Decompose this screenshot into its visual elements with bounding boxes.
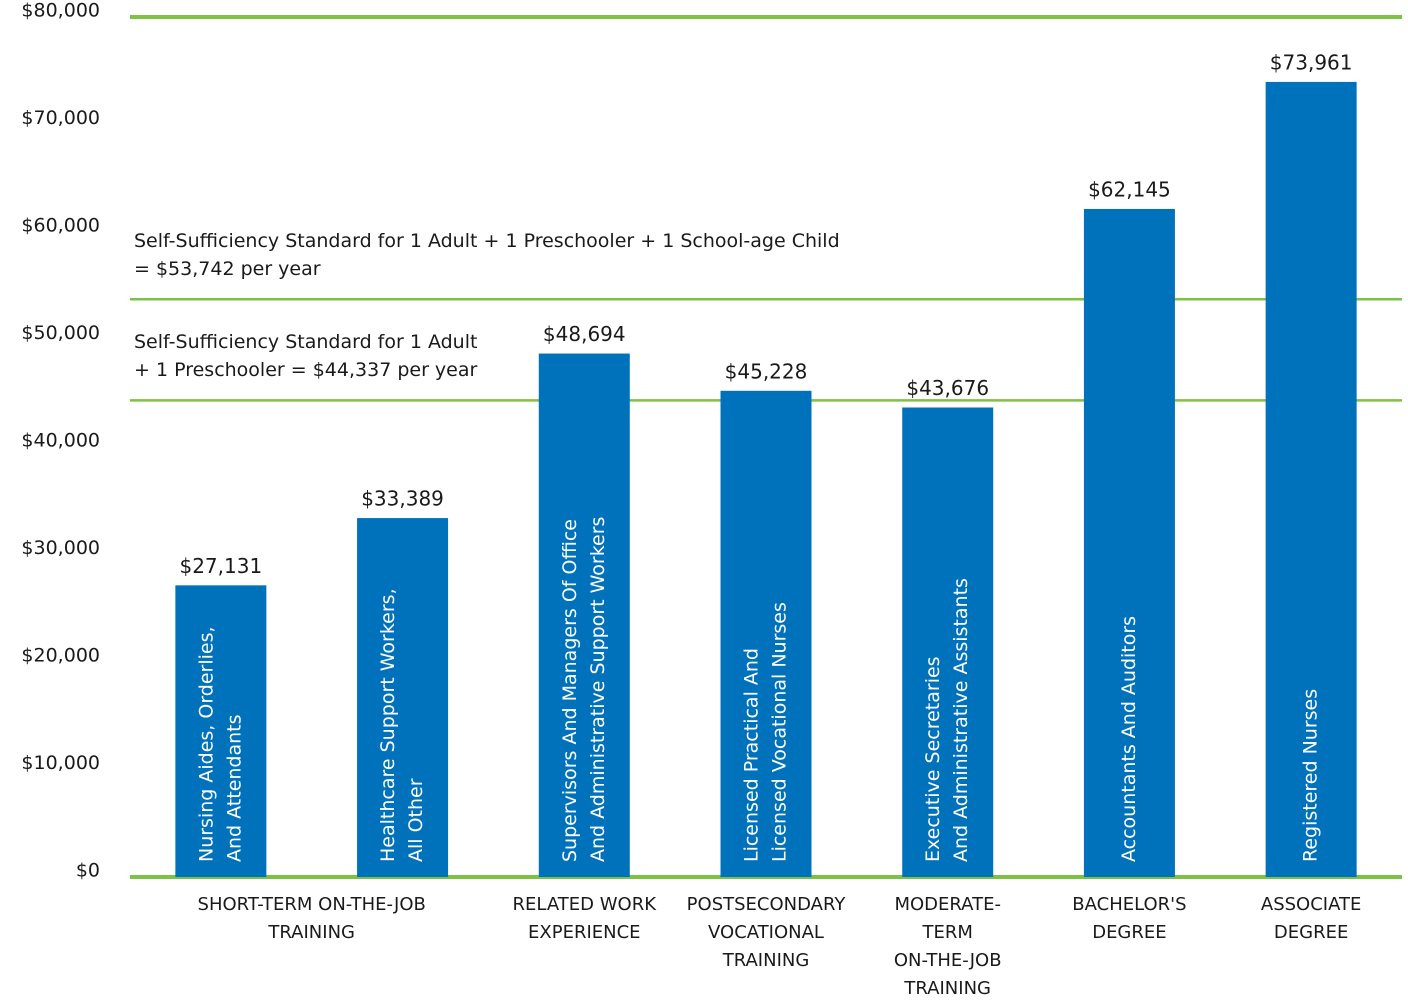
group-label: VOCATIONAL bbox=[708, 922, 824, 943]
bar bbox=[357, 518, 449, 877]
bar-inner-label: Accountants And Auditors bbox=[1118, 616, 1140, 862]
y-tick-label: $50,000 bbox=[21, 322, 100, 344]
value-label: $62,145 bbox=[1088, 177, 1171, 201]
y-tick-label: $70,000 bbox=[21, 107, 100, 129]
bar-inner-label: And Administrative Support Workers bbox=[587, 517, 609, 862]
y-tick-label: $10,000 bbox=[21, 752, 100, 774]
y-tick-label: $0 bbox=[76, 860, 100, 882]
group-label: TRAINING bbox=[267, 922, 355, 943]
bar bbox=[1083, 208, 1175, 877]
group-label: ASSOCIATE bbox=[1261, 894, 1362, 915]
bar bbox=[175, 585, 267, 877]
group-label: POSTSECONDARY bbox=[687, 894, 847, 915]
y-tick-label: $80,000 bbox=[21, 0, 100, 22]
bar-inner-label: Licensed Vocational Nurses bbox=[769, 602, 791, 862]
group-label: TERM bbox=[922, 922, 973, 943]
group-label: BACHELOR'S bbox=[1072, 894, 1186, 915]
value-label: $33,389 bbox=[361, 487, 444, 511]
bar-inner-label: All Other bbox=[405, 778, 427, 862]
value-label: $43,676 bbox=[906, 376, 989, 400]
bar-inner-label: Executive Secretaries bbox=[922, 656, 944, 862]
bar bbox=[1265, 81, 1357, 877]
group-label: ON-THE-JOB bbox=[894, 950, 1002, 971]
value-label: $45,228 bbox=[725, 359, 808, 383]
group-label: TRAINING bbox=[903, 978, 991, 999]
group-label: MODERATE- bbox=[894, 894, 1001, 915]
group-label: EXPERIENCE bbox=[528, 922, 641, 943]
y-tick-label: $40,000 bbox=[21, 430, 100, 452]
reference-label: + 1 Preschooler = $44,337 per year bbox=[134, 359, 477, 381]
value-label: $48,694 bbox=[543, 322, 626, 346]
y-tick-label: $30,000 bbox=[21, 537, 100, 559]
reference-label: = $53,742 per year bbox=[134, 258, 321, 280]
y-tick-label: $20,000 bbox=[21, 645, 100, 667]
group-label: SHORT-TERM ON-THE-JOB bbox=[198, 894, 426, 915]
value-label: $27,131 bbox=[179, 554, 262, 578]
bar-inner-label: And Administrative Assistants bbox=[950, 578, 972, 862]
bar-inner-label: Supervisors And Managers Of Office bbox=[559, 519, 581, 862]
bar bbox=[720, 390, 812, 877]
group-label: TRAINING bbox=[722, 950, 810, 971]
reference-label: Self-Sufficiency Standard for 1 Adult + … bbox=[134, 230, 840, 252]
bar-inner-label: Licensed Practical And bbox=[741, 648, 763, 862]
bar-inner-label: Nursing Aides, Orderlies, bbox=[195, 626, 217, 862]
y-tick-label: $60,000 bbox=[21, 215, 100, 237]
bar-inner-label: Healthcare Support Workers, bbox=[377, 588, 399, 862]
bar bbox=[538, 353, 630, 877]
group-label: DEGREE bbox=[1092, 922, 1166, 943]
reference-label: Self-Sufficiency Standard for 1 Adult bbox=[134, 331, 477, 353]
group-label: DEGREE bbox=[1274, 922, 1348, 943]
bar-inner-label: And Attendants bbox=[223, 714, 245, 862]
group-label: RELATED WORK bbox=[513, 894, 658, 915]
bar-inner-label: Registered Nurses bbox=[1300, 689, 1322, 862]
value-label: $73,961 bbox=[1270, 50, 1353, 74]
bar bbox=[902, 407, 994, 877]
